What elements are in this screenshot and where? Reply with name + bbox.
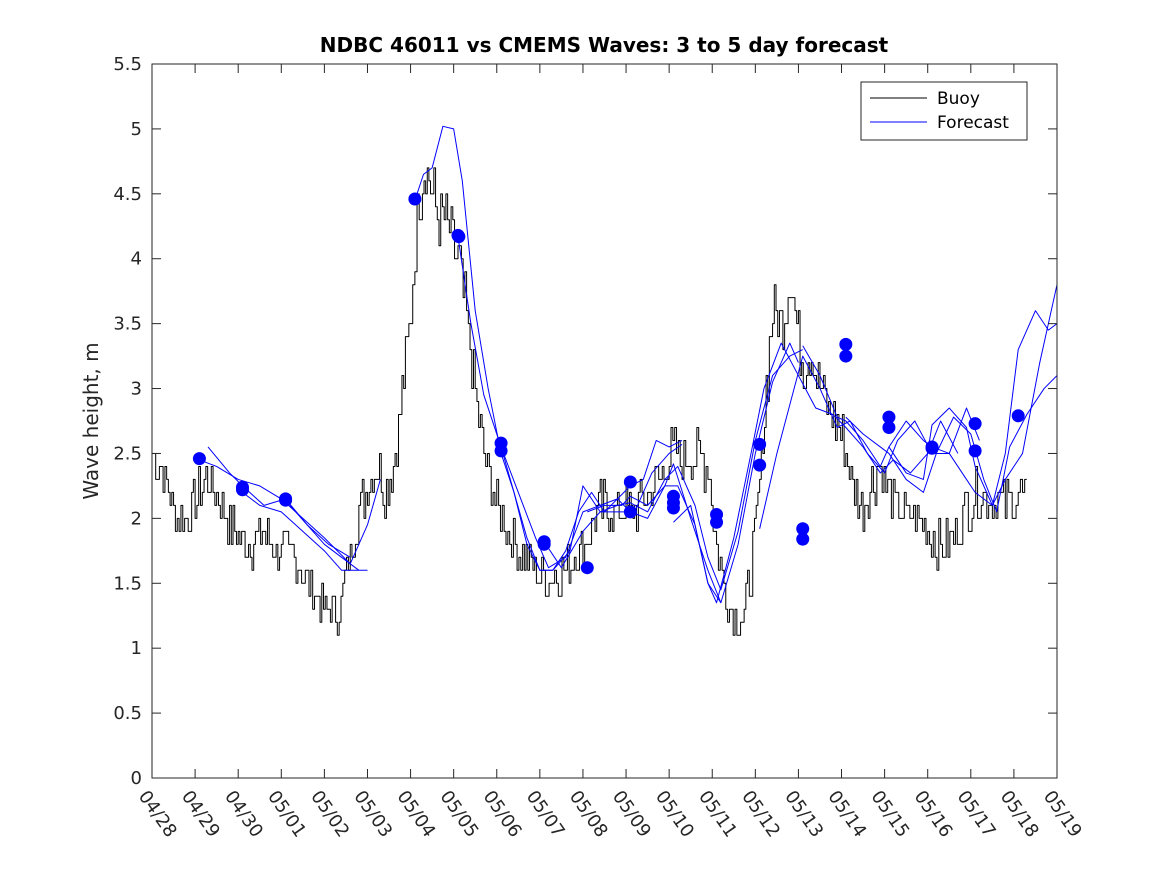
forecast-marker [796, 522, 810, 536]
forecast-series-line [543, 349, 803, 591]
y-tick-label: 1.5 [113, 573, 142, 594]
marker-layer [192, 192, 1025, 575]
y-tick-label: 4.5 [113, 184, 142, 205]
forecast-marker [666, 496, 680, 510]
plot-frame [151, 63, 1058, 779]
y-tick-label: 2.5 [113, 443, 142, 464]
y-tick-label: 5 [131, 119, 142, 140]
forecast-marker [839, 337, 853, 351]
forecast-marker [710, 515, 724, 529]
forecast-series-line [199, 459, 381, 565]
forecast-marker [882, 410, 896, 424]
forecast-marker [796, 532, 810, 546]
legend: Buoy Forecast [860, 81, 1028, 141]
forecast-marker [580, 561, 594, 575]
y-tick-label: 0 [131, 768, 142, 789]
y-tick-label: 0.5 [113, 703, 142, 724]
forecast-marker [623, 505, 637, 519]
forecast-marker [236, 483, 249, 497]
forecast-marker [925, 441, 939, 455]
buoy-series-line [152, 167, 1027, 636]
forecast-marker [192, 452, 206, 466]
y-axis-label: Wave height, m [79, 342, 103, 499]
forecast-marker [623, 475, 637, 489]
y-tick-label: 3.5 [113, 314, 142, 335]
forecast-marker [968, 417, 982, 431]
forecast-marker [279, 492, 293, 506]
forecast-marker [537, 535, 551, 549]
forecast-marker [452, 230, 466, 244]
forecast-series-line [759, 355, 980, 529]
forecast-series-line [289, 505, 368, 571]
legend-box [860, 81, 1028, 141]
y-tick-label: 2 [131, 508, 142, 529]
forecast-marker [839, 349, 853, 363]
forecast-marker [408, 192, 422, 206]
forecast-series-line [207, 446, 351, 558]
forecast-marker [1011, 409, 1025, 423]
y-tick-label: 4 [131, 249, 142, 270]
forecast-series-line [457, 236, 683, 571]
forecast-series-line [242, 492, 359, 571]
y-tick-label: 3 [131, 379, 142, 400]
y-tick-label: 5.5 [113, 54, 142, 75]
forecast-series-line [587, 342, 799, 604]
forecast-series-line [673, 342, 959, 604]
chart-title: NDBC 46011 vs CMEMS Waves: 3 to 5 day fo… [320, 33, 889, 57]
legend-forecast-label: Forecast [937, 113, 1009, 133]
forecast-marker [882, 420, 896, 434]
plot-area [152, 64, 1057, 778]
forecast-marker [494, 444, 508, 458]
legend-buoy-label: Buoy [937, 89, 980, 109]
y-tick-label: 1 [131, 638, 142, 659]
forecast-marker [753, 437, 767, 451]
forecast-marker [968, 444, 982, 458]
forecast-marker [753, 458, 767, 472]
forecast-series-line [845, 375, 1058, 513]
